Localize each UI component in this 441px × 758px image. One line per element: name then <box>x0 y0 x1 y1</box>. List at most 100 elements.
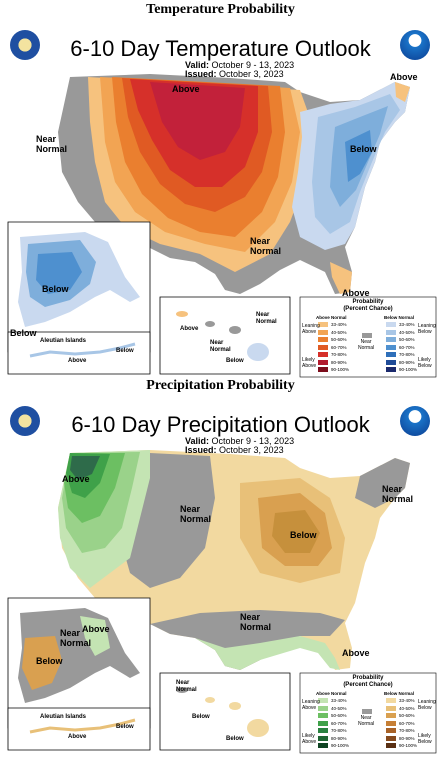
legend-pct-below: 90-100% <box>399 367 418 372</box>
temp-label-above-florida: Above <box>342 288 370 298</box>
legend-swatch-below <box>386 698 396 703</box>
temp-label-alaska-below: Below <box>42 284 69 294</box>
legend-pct-above: 70-80% <box>331 352 347 357</box>
legend-pct-below: 80-90% <box>399 735 415 741</box>
legend-pct-above: 90-100% <box>331 367 350 372</box>
precip-label-aleutian-above: Above <box>68 734 87 740</box>
commerce-seal-icon <box>10 30 40 60</box>
legend-swatch-below <box>386 728 396 733</box>
legend-mid: Near Normal <box>358 715 375 727</box>
legend-swatch-above <box>318 344 328 350</box>
legend-left-top: Leaning Above <box>302 323 320 335</box>
legend-pct-below: 70-80% <box>399 728 415 733</box>
temperature-issued: Issued: October 3, 2023 <box>185 69 284 79</box>
legend-pct-above: 40-50% <box>331 329 347 335</box>
legend-swatch-above <box>318 367 328 372</box>
temp-above-florida <box>330 262 352 294</box>
legend-swatch-below <box>386 720 396 726</box>
legend-swatch-below <box>386 352 396 357</box>
legend-pct-above: 40-50% <box>331 705 347 711</box>
temp-above-maine <box>395 82 410 102</box>
temp-label-above-ne: Above <box>390 72 418 82</box>
legend-swatch-above <box>318 337 328 342</box>
precipitation-valid: Valid: October 9 - 13, 2023 <box>185 436 295 446</box>
legend-mid: Near Normal <box>358 339 375 351</box>
legend-pct-above: 80-90% <box>331 735 347 741</box>
legend-pct-above: 70-80% <box>331 728 347 733</box>
precip-label-hawaii-near: Near Normal <box>176 680 197 693</box>
temp-label-near-normal-west: Near Normal <box>36 134 68 154</box>
temp-label-hawaii-near: Near Normal <box>256 312 277 325</box>
legend-title: Probability (Percent Chance) <box>343 675 393 688</box>
legend-pct-below: 33-40% <box>399 322 415 327</box>
hawaii-precip-island-4 <box>247 719 269 737</box>
noaa-logo-icon <box>400 406 430 436</box>
aleutian-islands-precip <box>29 718 136 734</box>
legend-swatch-below <box>386 367 396 372</box>
legend-swatch-above <box>318 352 328 357</box>
temp-label-above-central: Above <box>172 84 200 94</box>
alaska-temp-below-60 <box>36 252 82 294</box>
precipitation-issued: Issued: October 3, 2023 <box>185 445 284 455</box>
legend-swatch-below <box>386 743 396 748</box>
commerce-seal-icon <box>10 406 40 436</box>
legend-col1: Above Normal <box>316 315 347 320</box>
temp-label-below-east: Below <box>350 144 377 154</box>
precip-label-above-nw: Above <box>62 474 90 484</box>
precip-label-aleutian: Aleutian Islands <box>40 714 87 720</box>
legend-swatch-near <box>362 333 372 338</box>
legend-pct-above: 60-70% <box>331 344 347 350</box>
temp-label-aleutian: Aleutian Islands <box>40 338 87 344</box>
legend-swatch-above <box>318 735 328 741</box>
precip-label-hawaii-below: Below <box>192 714 210 720</box>
legend-right-bottom: Likely Below <box>418 357 432 369</box>
legend-swatch-below <box>386 344 396 350</box>
precip-label-above-florida: Above <box>342 648 370 658</box>
legend-swatch-below <box>386 329 396 335</box>
legend-pct-below: 40-50% <box>399 329 415 335</box>
legend-pct-above: 33-40% <box>331 322 347 327</box>
precip-below-60 <box>272 510 320 553</box>
legend-pct-below: 50-60% <box>399 337 415 342</box>
temp-below-60 <box>345 130 372 182</box>
legend-right-top: Leaning Below <box>418 323 436 335</box>
precipitation-title: 6-10 Day Precipitation Outlook <box>71 412 370 437</box>
legend-col2: Below Normal <box>384 315 415 320</box>
precip-label-alaska-near: Near Normal <box>60 628 92 648</box>
temp-label-alaska-below-sw: Below <box>10 328 37 338</box>
hawaii-island-4 <box>247 343 269 361</box>
legend-col2: Below Normal <box>384 691 415 696</box>
legend-right-bottom: Likely Below <box>418 733 432 745</box>
legend-pct-below: 70-80% <box>399 352 415 357</box>
precip-near-normal-ne <box>355 458 410 508</box>
temp-label-hawaii-below: Below <box>226 358 244 364</box>
precip-above-gulf <box>195 636 340 670</box>
temp-label-aleutian-below: Below <box>116 348 134 354</box>
legend-title: Probability (Percent Chance) <box>343 299 393 312</box>
precip-near-normal-south <box>150 610 345 670</box>
alaska-precip-above <box>80 616 110 656</box>
temperature-legend: Probability (Percent Chance) Above Normal… <box>300 297 436 377</box>
precip-label-alaska-above: Above <box>82 624 110 634</box>
hawaii-island-2 <box>205 321 215 327</box>
precipitation-outlook-panel: 6-10 Day Precipitation Outlook Valid: Oc… <box>0 398 441 758</box>
legend-swatch-near <box>362 709 372 714</box>
legend-right-top: Leaning Below <box>418 699 436 711</box>
temperature-map <box>7 74 437 378</box>
temperature-valid: Valid: October 9 - 13, 2023 <box>185 60 295 70</box>
legend-swatch-above <box>318 359 328 365</box>
legend-pct-below: 50-60% <box>399 713 415 718</box>
precipitation-heading: Precipitation Probability <box>146 378 295 393</box>
temperature-outlook-panel: 6-10 Day Temperature Outlook Valid: Octo… <box>0 22 441 382</box>
legend-swatch-above <box>318 698 328 703</box>
precip-label-near-normal-south: Near Normal <box>240 612 272 632</box>
hawaii-precip-island-2 <box>205 697 215 703</box>
temp-label-aleutian-above: Above <box>68 358 87 364</box>
precip-label-hawaii-below2: Below <box>226 736 244 742</box>
legend-left-bottom: Likely Above <box>302 357 317 369</box>
legend-pct-below: 40-50% <box>399 705 415 711</box>
legend-swatch-below <box>386 337 396 342</box>
precip-label-alaska-below: Below <box>36 656 63 666</box>
legend-pct-above: 50-60% <box>331 337 347 342</box>
alaska-precip-below <box>22 636 62 690</box>
